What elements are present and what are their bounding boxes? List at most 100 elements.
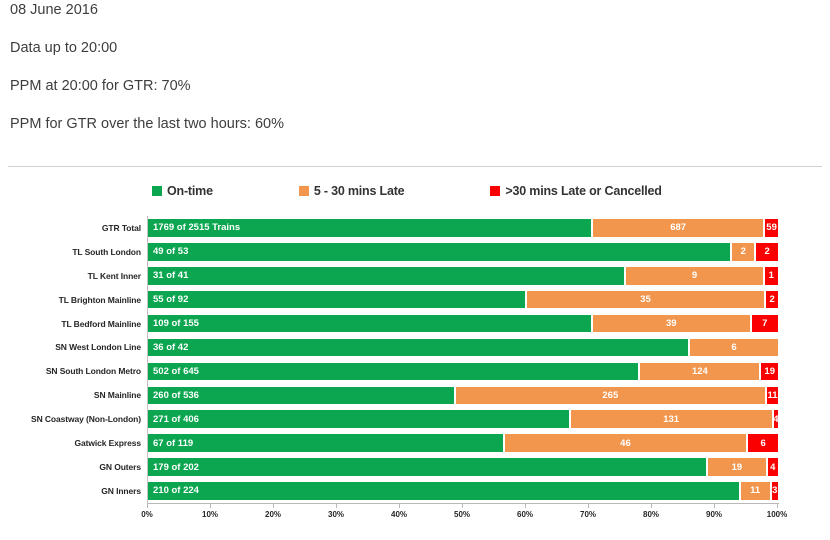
legend-swatch-icon [152, 186, 162, 196]
legend-item-label: On-time [167, 184, 213, 198]
category-label: Gatwick Express [74, 438, 141, 449]
bar-segment-on-time: 49 of 53 [148, 243, 731, 261]
category-label: SN South London Metro [45, 366, 141, 377]
x-axis-tick-label: 10% [201, 510, 219, 519]
x-axis-tick-label: 50% [453, 510, 471, 519]
chart-row: TL South London 49 of 53 2 2 [0, 240, 830, 264]
bar-segment-late: 9 [624, 267, 763, 285]
chart-row: TL Brighton Mainline 55 of 92 35 2 [0, 288, 830, 312]
bar-segment-very-late: 6 [746, 434, 778, 452]
category-label: TL Bedford Mainline [61, 318, 141, 329]
bar-segment-on-time: 36 of 42 [148, 338, 688, 357]
bar-segment-on-time: 55 of 92 [148, 290, 525, 309]
chart-row: GN Outers 179 of 202 19 4 [0, 455, 830, 479]
x-axis-tick-label: 70% [579, 510, 597, 519]
percent-axis-line [147, 503, 779, 504]
bar-segment-very-late: 7 [749, 314, 778, 333]
x-axis-tick [777, 504, 778, 508]
bar-track: 67 of 119 46 6 [148, 434, 778, 452]
legend-item-0: On-time [152, 184, 213, 198]
bar-segment-very-late: 19 [759, 362, 778, 381]
x-axis-tick [336, 504, 337, 508]
bar-track: 49 of 53 2 2 [148, 243, 778, 261]
bar-segment-late: 39 [591, 314, 750, 333]
bar-segment-on-time: 1769 of 2515 Trains [148, 219, 592, 237]
bar-segment-on-time: 502 of 645 [148, 362, 639, 381]
ppm-current-line: PPM at 20:00 for GTR: 70% [10, 78, 191, 94]
bar-segment-very-late: 4 [765, 458, 778, 476]
bar-segment-late: 46 [502, 434, 747, 452]
legend-item-2: >30 mins Late or Cancelled [490, 184, 662, 198]
category-label: TL South London [72, 246, 141, 257]
bar-track: 502 of 645 124 19 [148, 362, 778, 381]
bar-segment-very-late: 4 [771, 410, 779, 428]
bar-segment-late: 35 [524, 290, 765, 309]
legend-swatch-icon [490, 186, 501, 196]
x-axis-tick-label: 60% [516, 510, 534, 519]
legend-item-label: >30 mins Late or Cancelled [505, 184, 662, 198]
bar-segment-very-late: 2 [764, 290, 778, 309]
x-axis-tick [462, 504, 463, 508]
category-label: TL Brighton Mainline [58, 294, 141, 305]
x-axis-tick [651, 504, 652, 508]
chart-row: TL Bedford Mainline 109 of 155 39 7 [0, 312, 830, 336]
bar-track: 271 of 406 131 4 [148, 410, 779, 428]
bar-track: 109 of 155 39 7 [148, 314, 778, 333]
bar-segment-late: 19 [706, 458, 766, 476]
bar-segment-late: 6 [688, 338, 778, 357]
bar-track: 1769 of 2515 Trains 687 59 [148, 219, 778, 237]
x-axis-tick [210, 504, 211, 508]
category-label: GN Outers [99, 462, 141, 473]
category-label: GN Inners [101, 485, 141, 496]
x-axis-tick-label: 80% [642, 510, 660, 519]
bar-track: 210 of 224 11 3 [148, 482, 778, 500]
x-axis-tick-label: 100% [766, 510, 788, 519]
x-axis-tick-label: 90% [705, 510, 723, 519]
bar-segment-on-time: 210 of 224 [148, 482, 739, 500]
bar-segment-very-late: 59 [763, 219, 778, 237]
category-label: SN Mainline [93, 390, 141, 401]
horizontal-divider [8, 166, 822, 167]
ppm-stacked-bar-chart: GTR Total 1769 of 2515 Trains 687 59 TL Sout… [0, 216, 830, 536]
bar-segment-on-time: 271 of 406 [148, 410, 569, 428]
bar-segment-late: 687 [591, 219, 764, 237]
x-axis-tick [399, 504, 400, 508]
x-axis-tick [525, 504, 526, 508]
chart-row: SN Coastway (Non-London) 271 of 406 131 4 [0, 407, 830, 431]
x-axis-tick [147, 504, 148, 508]
chart-row: SN Mainline 260 of 536 265 11 [0, 383, 830, 407]
x-axis-tick-label: 40% [390, 510, 408, 519]
bar-track: 260 of 536 265 11 [148, 386, 778, 405]
report-date: 08 June 2016 [10, 2, 98, 18]
bar-track: 36 of 42 6 [148, 338, 778, 357]
x-axis-tick-label: 0% [141, 510, 153, 519]
x-axis-tick-label: 20% [264, 510, 282, 519]
chart-row: SN West London Line 36 of 42 6 [0, 336, 830, 360]
legend-swatch-icon [298, 186, 309, 196]
bar-track: 55 of 92 35 2 [148, 290, 778, 309]
bar-segment-very-late: 11 [765, 386, 778, 405]
bar-segment-very-late: 3 [769, 482, 778, 500]
bar-segment-very-late: 2 [754, 243, 778, 261]
category-axis-line [147, 216, 148, 503]
bar-track: 31 of 41 9 1 [148, 267, 778, 285]
bar-segment-on-time: 260 of 536 [148, 386, 454, 405]
chart-row: TL Kent Inner 31 of 41 9 1 [0, 264, 830, 288]
bar-segment-late: 2 [730, 243, 755, 261]
chart-legend: On-time 5 - 30 mins Late >30 mins Late or … [152, 184, 662, 198]
chart-rows: GTR Total 1769 of 2515 Trains 687 59 TL Sout… [0, 216, 830, 503]
bar-segment-late: 265 [453, 386, 766, 405]
category-label: TL Kent Inner [87, 270, 141, 281]
chart-row: GN Inners 210 of 224 11 3 [0, 479, 830, 503]
bar-segment-on-time: 109 of 155 [148, 314, 592, 333]
category-label: SN West London Line [55, 342, 141, 353]
x-axis-tick [714, 504, 715, 508]
x-axis-tick [588, 504, 589, 508]
bar-segment-late: 131 [568, 410, 772, 428]
chart-row: SN South London Metro 502 of 645 124 19 [0, 359, 830, 383]
chart-row: Gatwick Express 67 of 119 46 6 [0, 431, 830, 455]
category-label: SN Coastway (Non-London) [31, 414, 141, 425]
data-up-to-note: Data up to 20:00 [10, 40, 118, 56]
bar-segment-on-time: 67 of 119 [148, 434, 503, 452]
x-axis-tick [273, 504, 274, 508]
